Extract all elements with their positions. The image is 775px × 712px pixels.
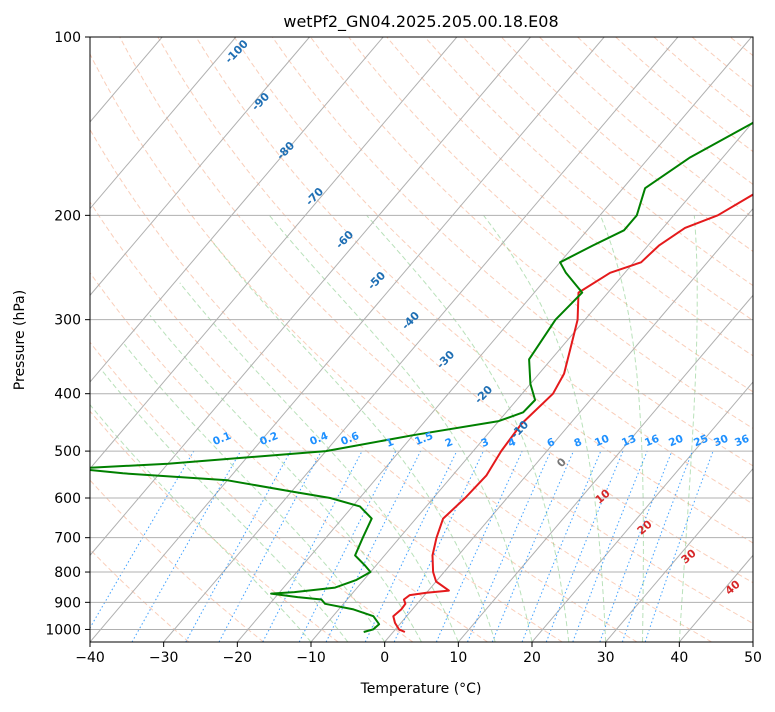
temperature-line [393,37,775,632]
mixing-ratio-label: 3 [479,436,490,450]
mixing-ratio-line [492,451,573,642]
moist-adiabat [600,215,643,642]
isotherm [90,37,604,642]
mixing-ratio-line [263,451,362,642]
isotherm [0,37,236,642]
mixing-ratio-line [299,451,396,642]
mixing-ratio-line [522,451,601,642]
dry-adiabat [0,37,264,642]
mixing-ratio-line [645,451,713,642]
dry-adiabat [0,37,413,642]
red-line-label: 40 [723,577,743,597]
dry-adiabat [539,37,775,642]
y-tick-label: 1000 [45,622,81,638]
mixing-ratio-line [546,451,623,642]
mixing-ratio-line [186,451,291,642]
y-tick-label: 400 [54,387,81,403]
dry-adiabat [387,37,775,642]
dry-adiabat [0,37,189,642]
x-tick-label: 0 [380,650,389,666]
y-tick-label: 600 [54,491,81,507]
isotherm [0,37,383,642]
isotherm [385,37,775,642]
red-line-label: 30 [679,546,699,566]
mixing-ratio-line [365,451,457,642]
gray-line-label: 0 [554,455,569,470]
mixing-ratio-line [600,451,672,642]
mixing-ratio-label: 13 [620,433,638,450]
isotherm-label: -20 [472,383,495,407]
mixing-ratio-label: 6 [545,436,556,450]
x-axis-label: Temperature (°C) [360,681,482,697]
mixing-ratio-line [82,451,194,642]
isotherm [16,37,530,642]
mixing-ratio-line [468,451,551,642]
isotherm-label: -50 [365,269,388,293]
dry-adiabat [0,37,488,642]
dry-adiabat [5,37,562,642]
x-tick-label: −40 [75,650,105,666]
y-tick-label: 500 [54,444,81,460]
isotherm [753,37,775,642]
x-tick-label: 30 [597,650,615,666]
moist-adiabat [180,283,459,642]
mixing-ratio-line [573,451,647,642]
mixing-ratio-label: 20 [667,433,685,450]
dry-adiabat [768,37,775,642]
y-axis-label: Pressure (hPa) [12,290,28,390]
y-tick-label: 700 [54,531,81,547]
x-tick-label: −30 [149,650,179,666]
x-tick-label: 40 [670,650,688,666]
mixing-ratio-label: 2 [443,436,454,450]
isotherm-label: -40 [399,309,422,333]
y-tick-label: 200 [54,208,81,224]
isotherm-label: -60 [333,228,356,252]
x-tick-label: 50 [744,650,762,666]
isotherm [164,37,678,642]
isotherm-label: -100 [222,37,251,66]
isotherm [458,37,775,642]
mixing-ratio-line [622,451,692,642]
mixing-ratio-label: 8 [572,436,583,450]
mixing-ratio-label: 0.1 [211,430,233,448]
moist-adiabat [367,215,569,642]
isotherm-label: -90 [249,90,272,114]
mixing-ratio-label: 36 [733,433,751,450]
y-tick-label: 900 [54,595,81,611]
x-tick-label: −20 [223,650,253,666]
chart-title: wetPf2_GN04.2025.205.00.18.E08 [283,12,558,32]
mixing-ratio-label: 0.2 [258,430,280,448]
x-tick-label: 10 [449,650,467,666]
y-tick-label: 800 [54,565,81,581]
dry-adiabat [349,37,775,642]
x-tick-label: 20 [523,650,541,666]
mixing-ratio-line [219,451,321,642]
dry-adiabat [616,37,775,642]
isotherm [237,37,751,642]
y-tick-label: 100 [54,30,81,46]
mixing-ratio-label: 10 [593,433,611,450]
mixing-ratio-label: 0.4 [308,430,330,448]
dry-adiabat [82,37,712,642]
background-lines [0,37,775,642]
dry-adiabat [43,37,637,642]
isotherm-label: -30 [434,348,457,372]
mixing-ratio-label: 30 [712,433,730,450]
plot-frame [90,37,753,642]
x-tick-label: −10 [296,650,326,666]
red-line-label: 20 [635,517,655,537]
y-tick-label: 300 [54,313,81,329]
dry-adiabat [654,37,775,642]
isotherm [0,37,310,642]
moist-adiabat [124,344,384,642]
dry-adiabat [692,37,775,642]
